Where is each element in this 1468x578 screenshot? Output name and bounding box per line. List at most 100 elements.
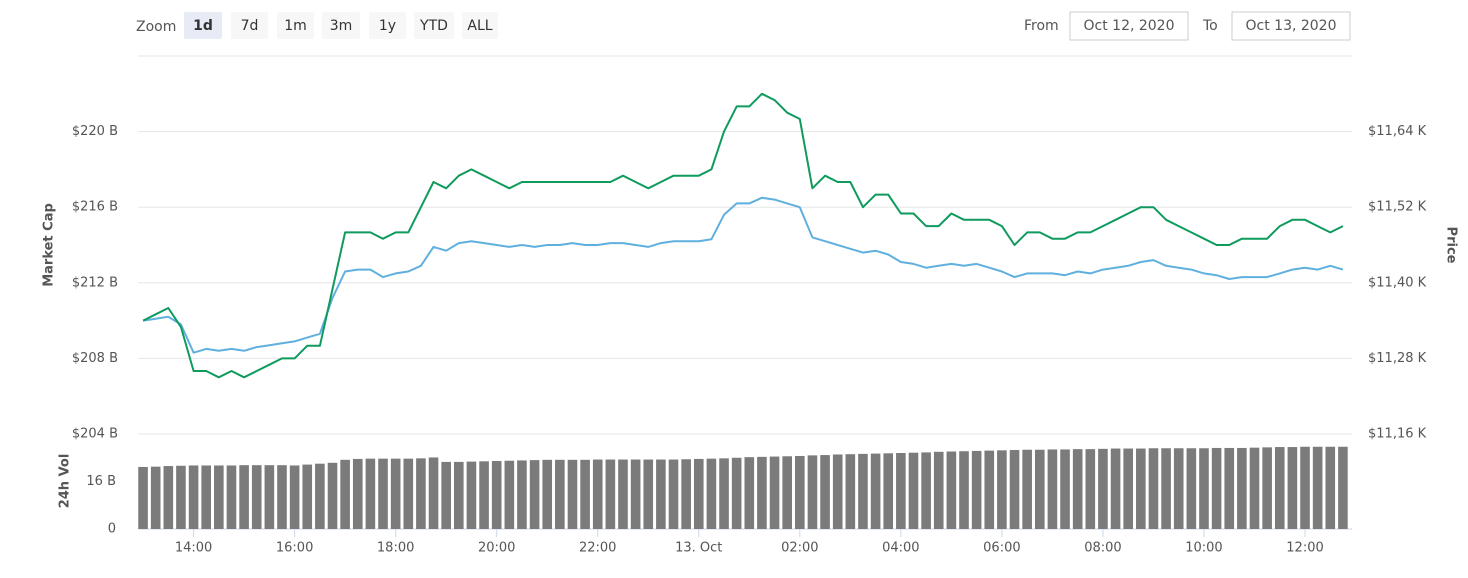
volume-bar	[1211, 447, 1222, 529]
volume-bar	[1034, 449, 1045, 529]
volume-bar	[1173, 448, 1184, 529]
volume-bar	[555, 459, 565, 529]
volume-bar	[479, 461, 489, 529]
volume-bar	[466, 461, 477, 529]
volume-bar	[403, 458, 414, 529]
volume-bar	[201, 465, 212, 529]
x-tick-label: 04:00	[882, 541, 919, 556]
volume-bar	[580, 459, 590, 529]
from-value[interactable]: Oct 12, 2020	[1084, 18, 1175, 34]
volume-bar	[757, 456, 767, 529]
volume-bar	[1085, 449, 1096, 529]
volume-bar	[1224, 447, 1235, 529]
volume-bar	[1009, 450, 1020, 529]
volume-bar	[1338, 446, 1348, 529]
volume-bar	[1199, 448, 1209, 529]
volume-bar	[959, 451, 969, 529]
y-tick-label: $220 B	[72, 124, 118, 139]
volume-bar	[668, 459, 679, 529]
zoom-label: Zoom	[136, 19, 176, 35]
volume-bar	[630, 459, 641, 529]
volume-bar	[428, 457, 439, 529]
volume-bar	[971, 450, 982, 529]
volume-bar	[352, 458, 363, 529]
x-tick-label: 14:00	[175, 541, 212, 556]
volume-bar	[138, 466, 148, 529]
volume-bar	[504, 460, 515, 529]
volume-bar	[1300, 446, 1310, 529]
volume-bar	[378, 458, 388, 529]
y2-tick-label: $11,16 K	[1368, 427, 1427, 442]
volume-bar	[605, 459, 616, 529]
x-tick-label: 20:00	[478, 541, 515, 556]
volume-bar	[226, 465, 237, 529]
volume-bar	[214, 465, 224, 529]
zoom-button-label[interactable]: 1m	[284, 18, 307, 34]
y2-tick-label: $11,52 K	[1368, 200, 1427, 215]
x-tick-label: 02:00	[781, 541, 818, 556]
volume-bar	[188, 465, 199, 529]
volume-bar	[1098, 448, 1108, 529]
volume-bar	[1325, 446, 1336, 529]
zoom-button-label[interactable]: 7d	[241, 18, 259, 34]
volume-bar	[744, 457, 755, 529]
volume-bar	[454, 461, 464, 529]
volume-bar	[277, 465, 287, 529]
zoom-button[interactable]	[231, 12, 268, 39]
volume-bar	[656, 459, 666, 529]
volume-bar	[921, 452, 931, 529]
volume-bar	[782, 456, 792, 529]
y2-tick-label: $11,40 K	[1368, 275, 1427, 290]
zoom-button[interactable]	[277, 12, 314, 39]
series-line	[142, 196, 1344, 354]
volume-bar	[315, 463, 325, 529]
volume-bar	[1123, 448, 1133, 529]
y-tick-label: $212 B	[72, 275, 118, 290]
zoom-button-label[interactable]: 3m	[330, 18, 353, 34]
volume-bar	[618, 459, 628, 529]
volume-tick-label: 16 B	[86, 474, 116, 489]
zoom-button[interactable]	[462, 12, 498, 39]
from-label: From	[1024, 18, 1059, 34]
x-tick-label: 06:00	[983, 541, 1020, 556]
volume-bar	[1274, 447, 1285, 529]
volume-bar	[1186, 448, 1197, 529]
volume-bar	[1022, 449, 1032, 529]
volume-bar	[365, 458, 376, 529]
volume-bar	[289, 465, 300, 529]
volume-bar	[150, 466, 161, 529]
x-tick-label: 12:00	[1286, 541, 1323, 556]
volume-bar	[176, 465, 186, 529]
zoom-button-label[interactable]: 1y	[379, 18, 396, 34]
volume-bar	[491, 461, 502, 529]
volume-bar	[1237, 447, 1247, 529]
zoom-button[interactable]	[322, 12, 360, 39]
volume-bar	[239, 465, 249, 529]
volume-bar	[896, 453, 906, 529]
volume-bar	[681, 459, 691, 529]
to-value[interactable]: Oct 13, 2020	[1246, 18, 1337, 34]
volume-bar	[517, 460, 527, 529]
volume-bar	[1249, 447, 1260, 529]
volume-bar	[908, 452, 919, 529]
zoom-button-label[interactable]: YTD	[419, 18, 448, 34]
from-input[interactable]	[1069, 11, 1189, 41]
to-input[interactable]	[1231, 11, 1351, 41]
volume-bar	[163, 466, 174, 529]
volume-bar	[1161, 448, 1171, 529]
volume-bar	[1262, 447, 1272, 529]
x-tick-label: 10:00	[1185, 541, 1222, 556]
zoom-button[interactable]	[369, 12, 406, 39]
volume-bar	[984, 450, 995, 529]
volume-bar	[302, 464, 313, 529]
volume-tick-label: 0	[108, 522, 116, 537]
volume-bar	[719, 458, 729, 529]
zoom-button[interactable]	[414, 12, 454, 39]
zoom-button-label[interactable]: ALL	[467, 18, 492, 34]
zoom-button[interactable]	[184, 12, 222, 39]
volume-bar	[933, 451, 944, 529]
volume-bar	[769, 456, 780, 529]
zoom-button-label[interactable]: 1d	[193, 18, 213, 34]
y2-axis-title: Price	[1444, 227, 1459, 264]
